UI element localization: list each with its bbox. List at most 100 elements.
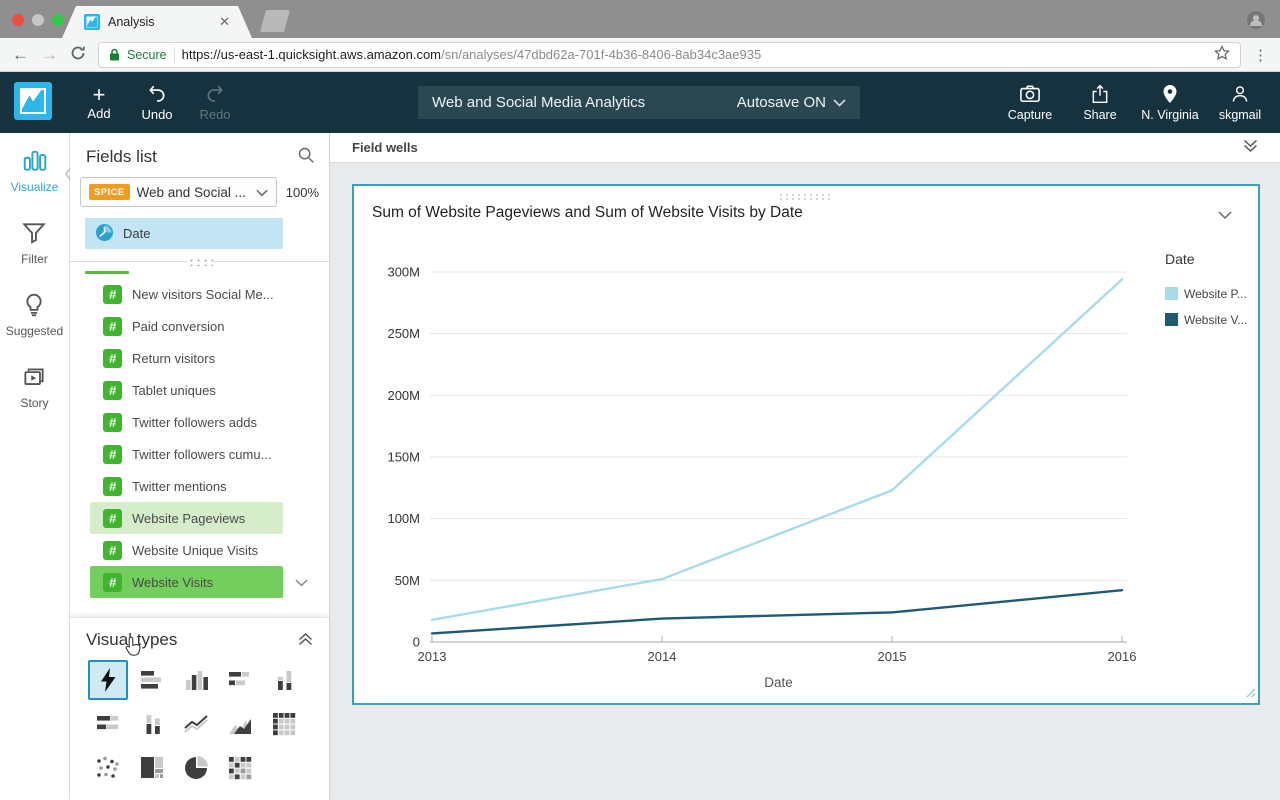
fields-list: # New visitors Social Me... # Paid conversi… (70, 278, 329, 598)
field-item-website-pageviews[interactable]: # Website Pageviews (90, 502, 283, 534)
numeric-field-icon: # (103, 348, 122, 368)
rail-item-visualize[interactable]: Visualize (11, 148, 58, 194)
field-item-return-visitors[interactable]: # Return visitors (90, 342, 283, 374)
capture-button[interactable]: Capture (998, 84, 1062, 122)
close-window-button[interactable] (12, 14, 24, 26)
undo-button[interactable]: Undo (128, 83, 186, 122)
svg-text:Date: Date (764, 675, 793, 690)
left-rail: Visualize Filter Suggested Story (0, 133, 75, 800)
dataset-name: Web and Social ... (136, 184, 246, 200)
fields-divider (70, 257, 329, 266)
visual-type-horizontal-bar-icon[interactable] (132, 660, 172, 700)
card-drag-handle-dots[interactable] (778, 193, 834, 201)
visual-type-line-chart-icon[interactable] (176, 704, 216, 744)
visual-menu-chevron-icon[interactable] (1218, 208, 1232, 223)
svg-text:50M: 50M (395, 573, 420, 588)
field-item-website-visits[interactable]: # Website Visits (90, 566, 308, 598)
tab-close-icon[interactable]: ✕ (219, 14, 230, 29)
quicksight-favicon (84, 14, 100, 30)
analysis-title-bar[interactable]: Web and Social Media Analytics Autosave … (418, 86, 860, 119)
visual-type-scatter-plot-icon[interactable] (88, 748, 128, 788)
field-menu-chevron-icon[interactable] (295, 575, 308, 590)
bar-chart-icon (22, 148, 48, 177)
back-button[interactable]: ← (12, 45, 29, 64)
dataset-dropdown[interactable]: SPICE Web and Social ... (80, 177, 277, 207)
scrolled-field-sliver (85, 271, 129, 274)
search-icon[interactable] (297, 146, 315, 167)
new-tab-button[interactable] (260, 10, 290, 32)
visual-card[interactable]: Sum of Website Pageviews and Sum of Webs… (352, 184, 1260, 705)
svg-text:200M: 200M (387, 388, 420, 403)
svg-text:Website V...: Website V... (1184, 313, 1247, 327)
analysis-canvas: Sum of Website Pageviews and Sum of Webs… (330, 163, 1280, 800)
url-bar[interactable]: Secure https://us-east-1.quicksight.aws.… (98, 41, 1241, 68)
field-item-tablet-uniques[interactable]: # Tablet uniques (90, 374, 283, 406)
line-chart[interactable]: 0 50M 100M 150M 200M 250M 300M 2013 2014 2015 2016… (354, 230, 1258, 700)
rail-item-filter[interactable]: Filter (21, 220, 48, 266)
field-item-new-visitors-social-me[interactable]: # New visitors Social Me... (90, 278, 283, 310)
spice-badge: SPICE (89, 184, 130, 200)
numeric-field-icon: # (103, 412, 122, 432)
share-button[interactable]: Share (1068, 84, 1132, 122)
browser-menu-icon[interactable]: ⋮ (1253, 46, 1268, 64)
field-label: Paid conversion (132, 318, 225, 334)
autosave-dropdown[interactable]: Autosave ON (737, 94, 846, 111)
svg-text:Date: Date (1165, 251, 1195, 267)
visual-type-vertical-grouped-bar-icon[interactable] (264, 660, 304, 700)
field-item-twitter-followers-adds[interactable]: # Twitter followers adds (90, 406, 283, 438)
chevron-down-icon (833, 98, 846, 107)
browser-profile-avatar[interactable] (1246, 10, 1266, 33)
lightbulb-icon (21, 292, 47, 321)
numeric-field-icon: # (103, 540, 122, 560)
funnel-icon (21, 220, 47, 249)
field-label: Website Unique Visits (132, 542, 258, 558)
collapse-double-chevron-up-icon[interactable] (298, 632, 313, 649)
minimize-window-button[interactable] (32, 14, 44, 26)
resize-handle[interactable] (1245, 686, 1256, 701)
region-button[interactable]: N. Virginia (1138, 84, 1202, 122)
drag-handle-dots[interactable] (186, 257, 213, 266)
visual-type-horizontal-stacked-100-icon[interactable] (88, 704, 128, 744)
secure-label: Secure (127, 47, 167, 62)
field-item-twitter-followers-cumu[interactable]: # Twitter followers cumu... (90, 438, 283, 470)
zoom-window-button[interactable] (52, 14, 64, 26)
forward-button[interactable]: → (41, 45, 58, 64)
expand-double-chevron-down-icon[interactable] (1243, 139, 1258, 156)
svg-text:250M: 250M (387, 326, 420, 341)
svg-text:0: 0 (413, 635, 420, 650)
browser-tab[interactable]: Analysis ✕ (62, 6, 252, 38)
visual-type-horizontal-stacked-bar-icon[interactable] (220, 660, 260, 700)
visual-type-tree-map-icon[interactable] (132, 748, 172, 788)
visual-type-heat-map-icon[interactable] (220, 748, 260, 788)
rail-item-story[interactable]: Story (20, 364, 49, 410)
field-item-paid-conversion[interactable]: # Paid conversion (90, 310, 283, 342)
field-label: Return visitors (132, 350, 216, 366)
visual-type-auto-graph-icon[interactable] (88, 660, 128, 700)
field-item-twitter-mentions[interactable]: # Twitter mentions (90, 470, 283, 502)
quicksight-navbar: + Add Undo Redo Web and Social Media Ana… (0, 72, 1280, 133)
visual-type-vertical-bar-icon[interactable] (176, 660, 216, 700)
field-item-date[interactable]: Date (85, 218, 283, 249)
url-divider (173, 46, 175, 63)
add-button[interactable]: + Add (87, 81, 111, 121)
reload-button[interactable] (70, 45, 86, 64)
user-menu-button[interactable]: skgmail (1208, 84, 1272, 122)
chevron-down-icon (256, 185, 268, 200)
url-text: https://us-east-1.quicksight.aws.amazon.… (181, 47, 762, 62)
field-item-website-unique-visits[interactable]: # Website Unique Visits (90, 534, 283, 566)
tab-title: Analysis (108, 15, 155, 29)
redo-button[interactable]: Redo (186, 83, 244, 122)
rail-item-suggested[interactable]: Suggested (6, 292, 63, 338)
visual-type-vertical-stacked-bar-icon[interactable] (132, 704, 172, 744)
visual-type-pivot-table-icon[interactable] (264, 704, 304, 744)
quicksight-logo[interactable] (14, 82, 52, 123)
field-wells-bar[interactable]: Field wells (330, 133, 1280, 163)
undo-icon (147, 83, 167, 106)
field-label: Twitter mentions (132, 478, 227, 494)
lock-icon (110, 48, 119, 61)
visual-type-area-chart-icon[interactable] (220, 704, 260, 744)
svg-text:100M: 100M (387, 511, 420, 526)
visual-type-pie-chart-icon[interactable] (176, 748, 216, 788)
share-icon (1090, 84, 1110, 107)
bookmark-star-icon[interactable] (1213, 44, 1231, 64)
